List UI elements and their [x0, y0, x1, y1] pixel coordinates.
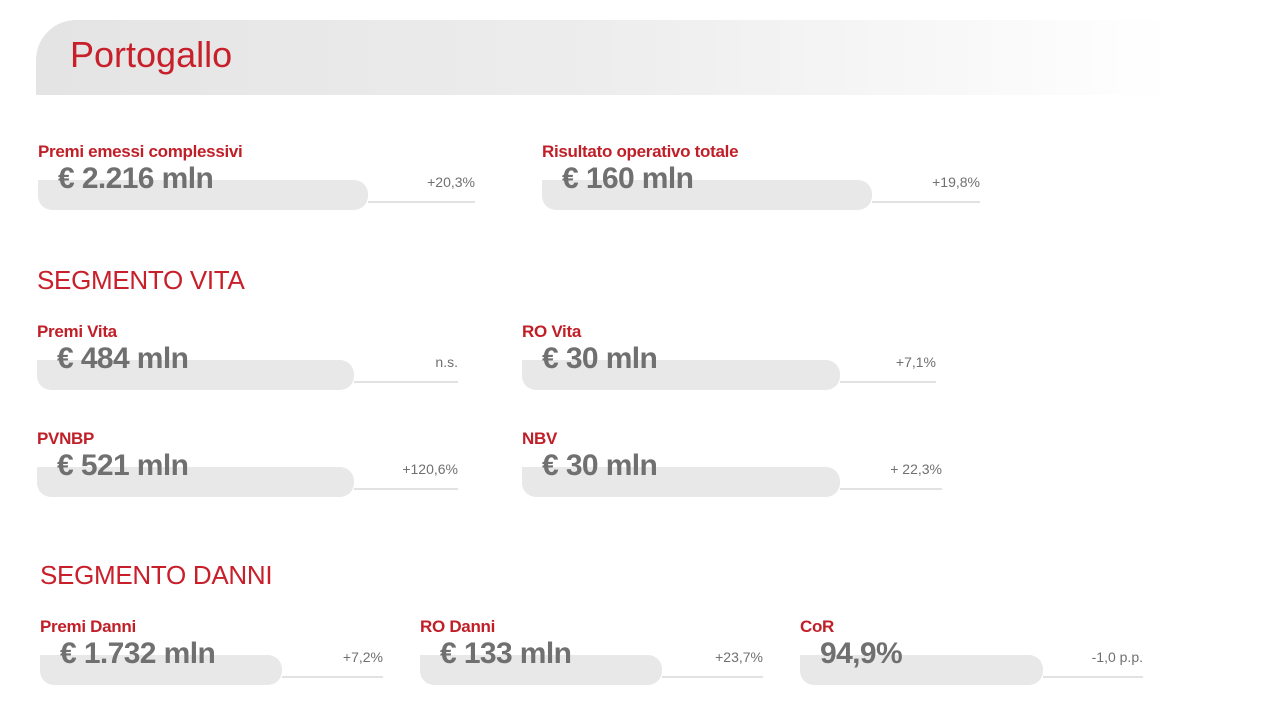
card-change: -1,0 p.p. — [1091, 649, 1143, 665]
card-bar — [37, 360, 354, 390]
kpi-card: CoR 94,9% -1,0 p.p. — [800, 617, 1143, 697]
card-value: € 133 mln — [440, 637, 572, 670]
card-line — [1043, 676, 1143, 678]
kpi-card: PVNBP € 521 mln +120,6% — [37, 429, 458, 509]
card-line — [840, 488, 942, 490]
card-bar — [522, 360, 840, 390]
card-label: Premi emessi complessivi — [38, 142, 243, 161]
card-change: +7,1% — [895, 354, 936, 370]
card-label: Premi Vita — [37, 322, 117, 341]
card-bar — [800, 655, 1043, 685]
kpi-card: Premi Vita € 484 mln n.s. — [37, 322, 458, 402]
card-label: CoR — [800, 617, 835, 636]
card-value: € 484 mln — [57, 342, 189, 375]
card-line — [354, 488, 458, 490]
kpi-card: Risultato operativo totale € 160 mln +19… — [542, 142, 980, 222]
card-bar — [522, 467, 840, 497]
card-change: +19,8% — [932, 174, 980, 190]
card-change: n.s. — [435, 354, 458, 370]
card-line — [840, 381, 936, 383]
card-bar — [40, 655, 282, 685]
card-bar — [37, 467, 354, 497]
card-change: +20,3% — [427, 174, 475, 190]
card-label: NBV — [522, 429, 557, 448]
card-label: PVNBP — [37, 429, 95, 448]
card-change: +120,6% — [402, 461, 458, 477]
card-line — [368, 201, 475, 203]
kpi-card: NBV € 30 mln + 22,3% — [522, 429, 942, 509]
card-label: RO Vita — [522, 322, 581, 341]
card-line — [662, 676, 763, 678]
section-title: SEGMENTO DANNI — [40, 560, 273, 590]
card-value: € 2.216 mln — [58, 162, 214, 195]
card-value: € 521 mln — [57, 449, 189, 482]
card-change: + 22,3% — [890, 461, 942, 477]
card-line — [282, 676, 383, 678]
card-change: +7,2% — [342, 649, 383, 665]
card-line — [872, 201, 980, 203]
card-value: € 160 mln — [562, 162, 694, 195]
header-bar: Portogallo — [36, 20, 1170, 95]
card-bar — [542, 180, 872, 210]
card-value: € 30 mln — [542, 342, 658, 375]
card-value: 94,9% — [820, 637, 903, 670]
card-bar — [38, 180, 368, 210]
card-value: € 30 mln — [542, 449, 658, 482]
card-line — [354, 381, 458, 383]
page-title: Portogallo — [70, 34, 233, 75]
card-label: Premi Danni — [40, 617, 136, 636]
card-value: € 1.732 mln — [60, 637, 216, 670]
section-title: SEGMENTO VITA — [37, 265, 245, 295]
kpi-card: RO Vita € 30 mln +7,1% — [522, 322, 936, 402]
card-bar — [420, 655, 662, 685]
card-label: Risultato operativo totale — [542, 142, 739, 161]
card-label: RO Danni — [420, 617, 496, 636]
kpi-card: Premi Danni € 1.732 mln +7,2% — [40, 617, 383, 697]
kpi-card: RO Danni € 133 mln +23,7% — [420, 617, 763, 697]
card-change: +23,7% — [715, 649, 763, 665]
kpi-card: Premi emessi complessivi € 2.216 mln +20… — [38, 142, 475, 222]
